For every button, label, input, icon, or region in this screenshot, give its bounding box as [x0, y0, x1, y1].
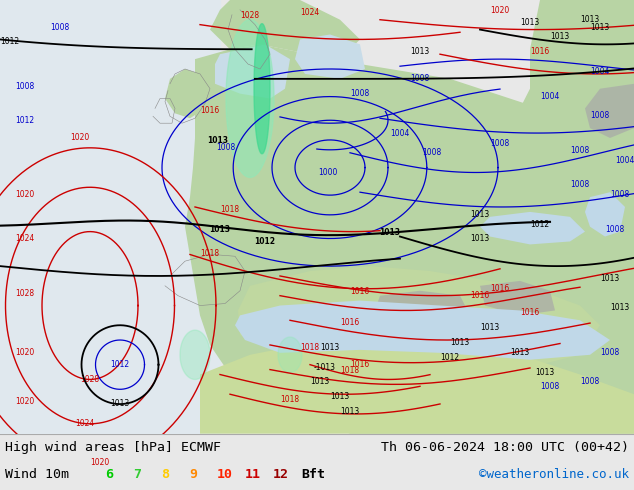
- Text: 1013: 1013: [330, 392, 349, 401]
- Text: 1012: 1012: [254, 238, 276, 246]
- Text: 1016: 1016: [200, 106, 219, 115]
- Text: 1012: 1012: [15, 116, 34, 125]
- Text: 1028: 1028: [240, 11, 259, 20]
- Text: Th 06-06-2024 18:00 UTC (00+42): Th 06-06-2024 18:00 UTC (00+42): [381, 441, 629, 454]
- Text: ©weatheronline.co.uk: ©weatheronline.co.uk: [479, 468, 629, 481]
- Text: 1013: 1013: [470, 234, 489, 244]
- Text: 1018: 1018: [280, 395, 299, 404]
- Text: 1008: 1008: [580, 377, 600, 387]
- Text: 12: 12: [273, 468, 289, 481]
- Text: 1016: 1016: [351, 287, 370, 295]
- Text: 1013: 1013: [535, 368, 555, 376]
- Text: 1008: 1008: [216, 144, 235, 152]
- Text: 1013: 1013: [481, 323, 500, 332]
- Polygon shape: [226, 20, 274, 177]
- Text: 1028: 1028: [81, 375, 100, 384]
- Polygon shape: [180, 330, 210, 379]
- Text: 1013: 1013: [510, 348, 529, 357]
- Text: 1020: 1020: [15, 190, 34, 199]
- Text: 1018: 1018: [200, 249, 219, 258]
- Text: Wind 10m: Wind 10m: [5, 468, 69, 481]
- Text: 1013: 1013: [380, 227, 401, 237]
- Text: 1020: 1020: [70, 133, 89, 142]
- Text: 1013: 1013: [311, 377, 330, 387]
- Text: 1012: 1012: [0, 37, 19, 47]
- Text: 1013: 1013: [450, 338, 470, 347]
- Text: 1013: 1013: [207, 136, 228, 145]
- Text: 1008: 1008: [410, 74, 429, 83]
- Text: 1004: 1004: [540, 92, 560, 100]
- Text: 1020: 1020: [490, 6, 510, 15]
- Text: 1008: 1008: [600, 348, 619, 357]
- Text: 6: 6: [105, 468, 113, 481]
- Text: 1013: 1013: [470, 210, 489, 219]
- Text: 1018: 1018: [340, 366, 359, 374]
- Text: 1020: 1020: [15, 397, 34, 406]
- Text: 1024: 1024: [301, 8, 320, 17]
- Text: 1013: 1013: [320, 343, 340, 352]
- Text: 1024: 1024: [15, 234, 34, 244]
- Text: 1013: 1013: [600, 274, 619, 283]
- Text: 1008: 1008: [571, 146, 590, 155]
- Text: 1016: 1016: [490, 284, 510, 293]
- Text: 10: 10: [217, 468, 233, 481]
- Text: 7: 7: [133, 468, 141, 481]
- Text: 9: 9: [189, 468, 197, 481]
- Text: 1018: 1018: [301, 343, 320, 352]
- Text: 1018: 1018: [221, 205, 240, 214]
- Text: 11: 11: [245, 468, 261, 481]
- Text: 1016: 1016: [340, 318, 359, 327]
- Text: 1016: 1016: [531, 47, 550, 56]
- Text: 1004: 1004: [616, 156, 634, 165]
- Text: 1008: 1008: [490, 139, 509, 148]
- Text: 1016: 1016: [351, 360, 370, 368]
- Text: 1008: 1008: [351, 89, 370, 98]
- Text: 1020: 1020: [15, 348, 34, 357]
- Text: 1012: 1012: [531, 220, 550, 229]
- Text: 1008: 1008: [50, 23, 70, 31]
- Text: 1013: 1013: [590, 23, 610, 31]
- Text: 1004: 1004: [390, 128, 410, 138]
- Text: 1013: 1013: [611, 303, 630, 313]
- Text: 1012: 1012: [441, 353, 460, 362]
- Text: 1008: 1008: [605, 224, 624, 234]
- Text: 1008: 1008: [571, 180, 590, 189]
- Text: 1000: 1000: [318, 168, 338, 177]
- Polygon shape: [278, 337, 302, 372]
- Text: 1020: 1020: [91, 458, 110, 467]
- Text: 1013: 1013: [521, 18, 540, 26]
- Text: Bft: Bft: [301, 468, 325, 481]
- Text: 1008: 1008: [611, 190, 630, 199]
- Text: 1024: 1024: [75, 419, 94, 428]
- Polygon shape: [254, 24, 270, 154]
- Text: 1013: 1013: [209, 224, 231, 234]
- Text: High wind areas [hPa] ECMWF: High wind areas [hPa] ECMWF: [5, 441, 221, 454]
- Text: 1008: 1008: [15, 82, 34, 91]
- Text: 1008: 1008: [422, 148, 441, 157]
- Text: 1008: 1008: [540, 382, 560, 392]
- Text: 1004: 1004: [590, 67, 610, 76]
- Text: 1013: 1013: [110, 399, 129, 408]
- Text: 1008: 1008: [590, 111, 610, 120]
- Text: 1013: 1013: [580, 15, 600, 24]
- Text: 8: 8: [161, 468, 169, 481]
- Text: 1013: 1013: [550, 32, 569, 42]
- Text: 1028: 1028: [15, 289, 34, 297]
- Text: -1013: -1013: [314, 363, 336, 371]
- Text: 1013: 1013: [410, 47, 430, 56]
- Text: 1013: 1013: [340, 407, 359, 416]
- Text: 1016: 1016: [521, 308, 540, 318]
- Text: 1012: 1012: [110, 360, 129, 368]
- Text: 1016: 1016: [470, 291, 489, 300]
